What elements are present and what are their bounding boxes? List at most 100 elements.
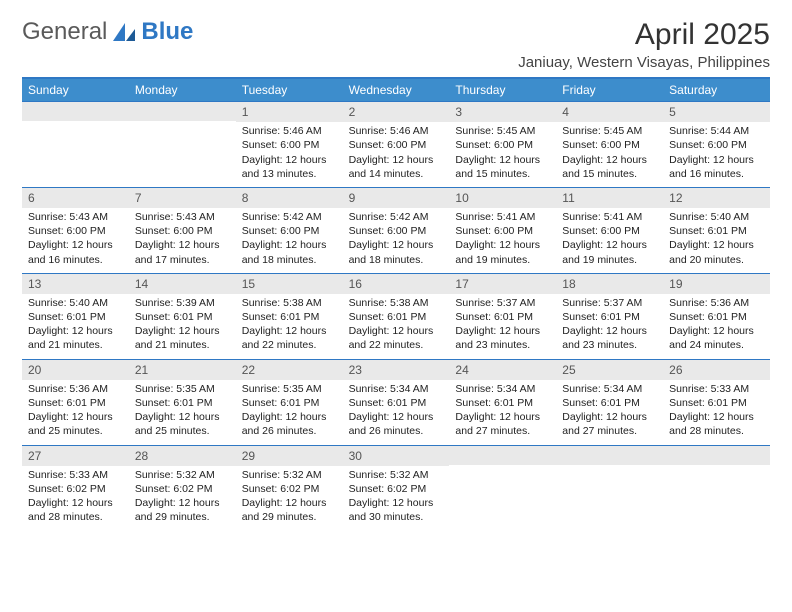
date-number: 6 xyxy=(22,188,129,208)
sunrise-text: Sunrise: 5:36 AM xyxy=(28,382,123,396)
date-number: 8 xyxy=(236,188,343,208)
daylight-line2: and 26 minutes. xyxy=(242,424,337,438)
day-cell: 6Sunrise: 5:43 AMSunset: 6:00 PMDaylight… xyxy=(22,188,129,273)
date-number: 4 xyxy=(556,102,663,122)
sunrise-text: Sunrise: 5:44 AM xyxy=(669,124,764,138)
day-cell-body: Sunrise: 5:36 AMSunset: 6:01 PMDaylight:… xyxy=(22,380,129,445)
daylight-line1: Daylight: 12 hours xyxy=(242,238,337,252)
date-number: 2 xyxy=(343,102,450,122)
sunrise-text: Sunrise: 5:45 AM xyxy=(455,124,550,138)
day-header: Tuesday xyxy=(236,79,343,101)
date-number xyxy=(449,446,556,465)
day-cell: 16Sunrise: 5:38 AMSunset: 6:01 PMDayligh… xyxy=(343,274,450,359)
date-number: 23 xyxy=(343,360,450,380)
daylight-line1: Daylight: 12 hours xyxy=(349,238,444,252)
sunrise-text: Sunrise: 5:34 AM xyxy=(349,382,444,396)
sunset-text: Sunset: 6:00 PM xyxy=(562,224,657,238)
date-number: 1 xyxy=(236,102,343,122)
day-cell: 22Sunrise: 5:35 AMSunset: 6:01 PMDayligh… xyxy=(236,360,343,445)
date-number: 18 xyxy=(556,274,663,294)
day-cell: 2Sunrise: 5:46 AMSunset: 6:00 PMDaylight… xyxy=(343,102,450,187)
daylight-line2: and 23 minutes. xyxy=(562,338,657,352)
day-header: Wednesday xyxy=(343,79,450,101)
date-number xyxy=(129,102,236,121)
week-row: 6Sunrise: 5:43 AMSunset: 6:00 PMDaylight… xyxy=(22,187,770,273)
daylight-line1: Daylight: 12 hours xyxy=(242,496,337,510)
daylight-line2: and 30 minutes. xyxy=(349,510,444,524)
day-cell-body: Sunrise: 5:45 AMSunset: 6:00 PMDaylight:… xyxy=(449,122,556,187)
day-cell-body: Sunrise: 5:41 AMSunset: 6:00 PMDaylight:… xyxy=(449,208,556,273)
date-number: 19 xyxy=(663,274,770,294)
day-cell: 24Sunrise: 5:34 AMSunset: 6:01 PMDayligh… xyxy=(449,360,556,445)
date-number: 14 xyxy=(129,274,236,294)
sunset-text: Sunset: 6:00 PM xyxy=(562,138,657,152)
day-cell-body: Sunrise: 5:39 AMSunset: 6:01 PMDaylight:… xyxy=(129,294,236,359)
daylight-line1: Daylight: 12 hours xyxy=(242,153,337,167)
week-row: 20Sunrise: 5:36 AMSunset: 6:01 PMDayligh… xyxy=(22,359,770,445)
sunrise-text: Sunrise: 5:40 AM xyxy=(28,296,123,310)
day-cell: 9Sunrise: 5:42 AMSunset: 6:00 PMDaylight… xyxy=(343,188,450,273)
sunset-text: Sunset: 6:01 PM xyxy=(455,396,550,410)
sunrise-text: Sunrise: 5:32 AM xyxy=(242,468,337,482)
daylight-line2: and 20 minutes. xyxy=(669,253,764,267)
sunrise-text: Sunrise: 5:42 AM xyxy=(349,210,444,224)
sunset-text: Sunset: 6:00 PM xyxy=(455,138,550,152)
daylight-line2: and 13 minutes. xyxy=(242,167,337,181)
day-header-row: Sunday Monday Tuesday Wednesday Thursday… xyxy=(22,79,770,101)
daylight-line2: and 29 minutes. xyxy=(135,510,230,524)
sunrise-text: Sunrise: 5:32 AM xyxy=(349,468,444,482)
day-cell: 20Sunrise: 5:36 AMSunset: 6:01 PMDayligh… xyxy=(22,360,129,445)
day-header: Friday xyxy=(556,79,663,101)
day-cell-body: Sunrise: 5:45 AMSunset: 6:00 PMDaylight:… xyxy=(556,122,663,187)
day-cell-body: Sunrise: 5:32 AMSunset: 6:02 PMDaylight:… xyxy=(129,466,236,531)
date-number: 12 xyxy=(663,188,770,208)
daylight-line1: Daylight: 12 hours xyxy=(135,410,230,424)
sunset-text: Sunset: 6:00 PM xyxy=(669,138,764,152)
date-number: 27 xyxy=(22,446,129,466)
daylight-line2: and 29 minutes. xyxy=(242,510,337,524)
day-cell-body: Sunrise: 5:34 AMSunset: 6:01 PMDaylight:… xyxy=(343,380,450,445)
sunset-text: Sunset: 6:01 PM xyxy=(242,396,337,410)
day-cell-body: Sunrise: 5:37 AMSunset: 6:01 PMDaylight:… xyxy=(556,294,663,359)
daylight-line2: and 18 minutes. xyxy=(242,253,337,267)
daylight-line2: and 14 minutes. xyxy=(349,167,444,181)
day-cell-body: Sunrise: 5:35 AMSunset: 6:01 PMDaylight:… xyxy=(236,380,343,445)
sunrise-text: Sunrise: 5:41 AM xyxy=(455,210,550,224)
day-cell-body: Sunrise: 5:34 AMSunset: 6:01 PMDaylight:… xyxy=(449,380,556,445)
date-number: 16 xyxy=(343,274,450,294)
day-cell: 11Sunrise: 5:41 AMSunset: 6:00 PMDayligh… xyxy=(556,188,663,273)
sunrise-text: Sunrise: 5:43 AM xyxy=(28,210,123,224)
daylight-line1: Daylight: 12 hours xyxy=(669,324,764,338)
day-cell: 23Sunrise: 5:34 AMSunset: 6:01 PMDayligh… xyxy=(343,360,450,445)
daylight-line2: and 28 minutes. xyxy=(669,424,764,438)
date-number xyxy=(663,446,770,465)
day-cell-body: Sunrise: 5:33 AMSunset: 6:01 PMDaylight:… xyxy=(663,380,770,445)
daylight-line2: and 24 minutes. xyxy=(669,338,764,352)
day-cell: 7Sunrise: 5:43 AMSunset: 6:00 PMDaylight… xyxy=(129,188,236,273)
daylight-line1: Daylight: 12 hours xyxy=(669,238,764,252)
sunset-text: Sunset: 6:01 PM xyxy=(562,396,657,410)
daylight-line1: Daylight: 12 hours xyxy=(562,238,657,252)
day-cell-body: Sunrise: 5:32 AMSunset: 6:02 PMDaylight:… xyxy=(236,466,343,531)
sunrise-text: Sunrise: 5:41 AM xyxy=(562,210,657,224)
week-row: 27Sunrise: 5:33 AMSunset: 6:02 PMDayligh… xyxy=(22,445,770,531)
day-cell xyxy=(22,102,129,187)
daylight-line2: and 27 minutes. xyxy=(455,424,550,438)
sunrise-text: Sunrise: 5:35 AM xyxy=(242,382,337,396)
location-subtitle: Janiuay, Western Visayas, Philippines xyxy=(518,54,770,71)
sunrise-text: Sunrise: 5:39 AM xyxy=(135,296,230,310)
day-cell: 19Sunrise: 5:36 AMSunset: 6:01 PMDayligh… xyxy=(663,274,770,359)
day-cell xyxy=(129,102,236,187)
sunset-text: Sunset: 6:00 PM xyxy=(242,224,337,238)
daylight-line1: Daylight: 12 hours xyxy=(669,410,764,424)
day-cell-body: Sunrise: 5:37 AMSunset: 6:01 PMDaylight:… xyxy=(449,294,556,359)
sunset-text: Sunset: 6:01 PM xyxy=(669,224,764,238)
daylight-line1: Daylight: 12 hours xyxy=(135,324,230,338)
daylight-line2: and 22 minutes. xyxy=(349,338,444,352)
sunset-text: Sunset: 6:02 PM xyxy=(28,482,123,496)
day-cell-body: Sunrise: 5:33 AMSunset: 6:02 PMDaylight:… xyxy=(22,466,129,531)
daylight-line1: Daylight: 12 hours xyxy=(28,324,123,338)
date-number: 3 xyxy=(449,102,556,122)
day-cell: 27Sunrise: 5:33 AMSunset: 6:02 PMDayligh… xyxy=(22,446,129,531)
day-cell xyxy=(449,446,556,531)
